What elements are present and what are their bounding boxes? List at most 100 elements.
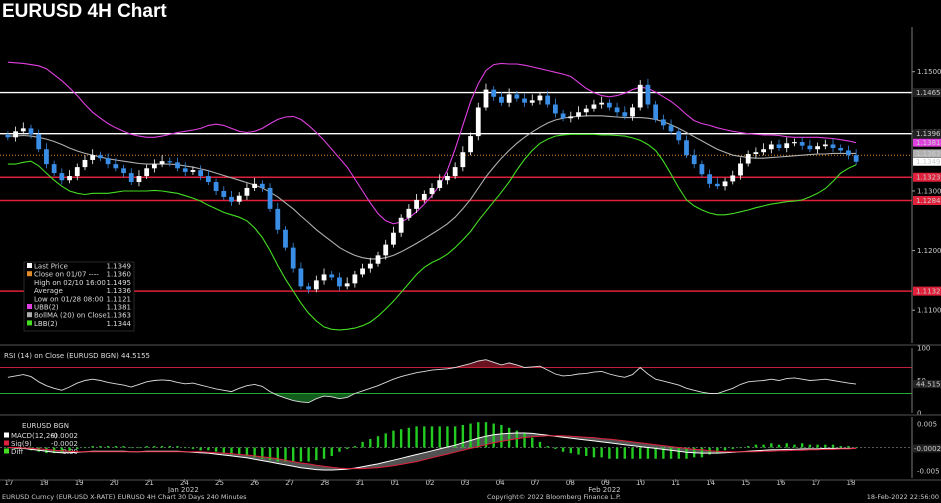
candle-body xyxy=(5,134,11,138)
candle-body xyxy=(429,187,435,194)
candle-body xyxy=(105,158,111,165)
macd-legend-label: Sig(9) xyxy=(11,440,32,448)
x-tick-label: 01 xyxy=(390,479,399,487)
candle-body xyxy=(768,144,774,150)
candle-body xyxy=(28,128,34,135)
candle-body xyxy=(236,195,242,202)
macd-diff-bar xyxy=(500,424,503,448)
macd-diff-bar xyxy=(438,426,441,448)
axis-value-badge xyxy=(913,149,941,158)
candle-body xyxy=(275,208,281,230)
macd-diff-bar xyxy=(214,447,218,452)
candle-body xyxy=(406,208,412,218)
macd-diff-bar xyxy=(407,427,411,448)
legend-value: 1.1381 xyxy=(107,304,132,312)
macd-diff-bar xyxy=(253,447,256,458)
macd-diff-bar xyxy=(6,447,10,449)
legend-box xyxy=(23,261,135,332)
legend-swatch xyxy=(27,320,32,326)
candle-body xyxy=(151,164,157,169)
candle-body xyxy=(630,107,635,117)
candle-body xyxy=(144,168,150,177)
candle-body xyxy=(753,152,759,154)
x-tick-label: 17 xyxy=(5,479,14,487)
x-tick-label: 20 xyxy=(110,479,119,487)
macd-diff-bar xyxy=(399,429,403,448)
legend-swatch xyxy=(27,312,32,318)
macd-diff-bar xyxy=(700,447,704,458)
candle-body xyxy=(645,84,651,105)
candle-body xyxy=(290,247,296,269)
candle-body xyxy=(360,268,365,275)
macd-diff-bar xyxy=(600,447,603,458)
rsi-line xyxy=(7,359,857,404)
legend-label: High on 02/10 16:00 xyxy=(34,279,106,287)
candle-body xyxy=(468,136,473,153)
candle-body xyxy=(128,173,134,183)
candle-body xyxy=(313,280,319,290)
candle-body xyxy=(653,104,659,120)
candle-body xyxy=(121,168,126,174)
macd-diff-bar xyxy=(392,430,395,448)
macd-diff-bar xyxy=(45,447,48,454)
candle-body xyxy=(475,107,481,137)
x-tick-label: 26 xyxy=(250,479,259,487)
macd-diff-bar xyxy=(677,447,680,459)
x-tick-label: 31 xyxy=(355,479,364,487)
candle-body xyxy=(267,187,273,209)
axis-value-badge-label: 1.1349 xyxy=(916,158,941,166)
candle-body xyxy=(51,164,57,174)
support-line-badge xyxy=(913,196,941,206)
candle-body xyxy=(190,170,196,172)
candle-body xyxy=(213,182,219,191)
macd-diff-bar xyxy=(569,447,573,454)
macd-diff-bar xyxy=(800,443,804,448)
footer-copyright: Copyright© 2022 Bloomberg Finance L.P. xyxy=(487,493,621,501)
candle-body xyxy=(830,144,836,149)
candle-body xyxy=(853,155,859,162)
candle-body xyxy=(552,104,558,114)
candle-body xyxy=(668,125,674,132)
candle-body xyxy=(13,131,18,138)
macd-diff-bar xyxy=(114,446,118,448)
candle-body xyxy=(491,89,497,97)
x-month-label: Jan 2022 xyxy=(167,486,199,493)
macd-diff-bar xyxy=(731,447,734,449)
macd-diff-bar xyxy=(824,444,827,448)
x-tick-label: 10 xyxy=(636,479,645,487)
legend-label: UBB(2) xyxy=(34,304,59,312)
x-tick-label: 03 xyxy=(461,479,470,487)
macd-diff-bar xyxy=(153,446,156,448)
rsi-value-badge xyxy=(913,380,941,389)
candle-body xyxy=(499,96,504,103)
macd-legend-label: MACD(12,26) xyxy=(11,432,58,440)
candle-body xyxy=(175,162,180,169)
macd-diff-bar xyxy=(523,433,526,448)
macd-diff-bar xyxy=(561,447,565,452)
macd-diff-bar xyxy=(484,422,488,448)
price-y-tick-label: 1.1500 xyxy=(917,68,941,76)
candle-body xyxy=(776,144,782,149)
x-tick-label: 15 xyxy=(741,479,750,487)
macd-diff-bar xyxy=(330,447,333,456)
legend-value: 1.1360 xyxy=(107,271,132,279)
macd-diff-bar xyxy=(477,422,480,448)
candle-body xyxy=(529,100,535,103)
macd-diff-bar xyxy=(854,447,858,449)
candle-body xyxy=(36,134,42,150)
macd-diff-bar xyxy=(207,447,210,451)
candle-body xyxy=(537,95,543,101)
candle-body xyxy=(44,149,49,165)
macd-diff-bar xyxy=(322,447,326,459)
macd-diff-bar xyxy=(184,447,187,449)
candle-body xyxy=(452,167,458,177)
x-tick-label: 14 xyxy=(706,479,715,487)
candle-body xyxy=(383,244,389,256)
rsi-y-tick-label: 100 xyxy=(917,345,930,353)
candle-body xyxy=(198,170,204,177)
legend-value: 1.1349 xyxy=(107,263,132,271)
candle-body xyxy=(807,145,813,150)
candle-body xyxy=(167,161,173,163)
candle-body xyxy=(352,274,358,284)
